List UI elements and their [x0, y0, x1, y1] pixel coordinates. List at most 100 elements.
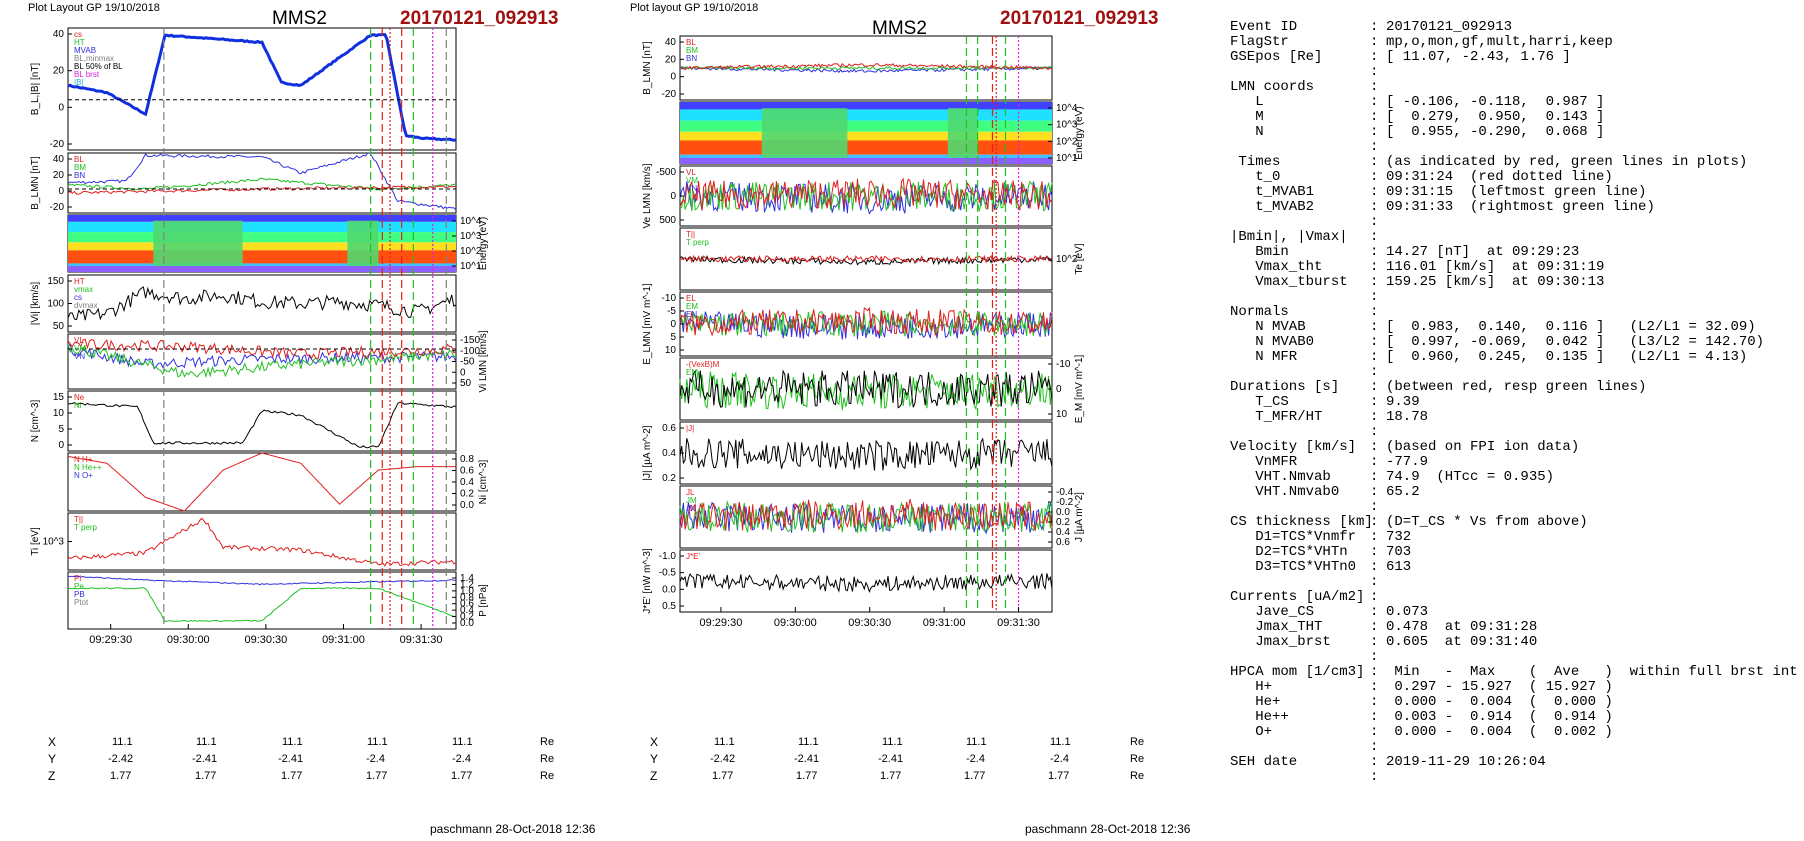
legend-entry: MVAB — [74, 46, 96, 55]
legend-entry: VL — [74, 336, 84, 345]
info-row: N MVAB: [ 0.983, 0.140, 0.116 ] (L2/L1 = … — [1230, 320, 1798, 335]
y-tick-label: 0.8 — [460, 454, 474, 465]
y-tick-label: -10 — [1056, 359, 1071, 370]
info-key — [1230, 740, 1370, 755]
info-row: N: [ 0.955, -0.290, 0.068 ] — [1230, 125, 1798, 140]
spectrogram-region — [761, 108, 848, 158]
y-tick-label: 0.6 — [460, 599, 474, 610]
coord-cell: 1.77 — [712, 770, 734, 782]
coord-cell: 1.77 — [451, 770, 473, 782]
info-key: D3=TCS*VHTn0 — [1230, 559, 1357, 575]
info-row: : — [1230, 365, 1798, 380]
y-tick-label: 1.0 — [460, 586, 474, 597]
info-value: -77.9 — [1386, 454, 1429, 470]
coord-unit: Re — [1130, 770, 1145, 782]
info-row: SEH date:2019-11-29 10:26:04 — [1230, 755, 1798, 770]
coord-cell: -2.42 — [710, 753, 736, 765]
spectrogram-region — [347, 220, 379, 267]
info-key: Jave_CS — [1230, 604, 1315, 620]
info-key: O+ — [1230, 724, 1273, 740]
y-axis-label: E_LMN [mV m^-1] — [642, 283, 653, 365]
y-tick-label: -10 — [662, 293, 677, 304]
y-tick-label: -500 — [656, 167, 676, 178]
y-tick-label: 10 — [1056, 409, 1068, 420]
left-coord-table: X Y Z 11.1 11.1 11.1 11.1 11.1 -2.42 -2.… — [0, 735, 600, 805]
coord-cell: 1.77 — [880, 770, 902, 782]
info-key — [1230, 215, 1370, 230]
legend-entry: BL brst — [74, 70, 100, 79]
info-row: D2=TCS*VHTn:703 — [1230, 545, 1798, 560]
info-row: Jmax_THT:0.478 at 09:31:28 — [1230, 620, 1798, 635]
info-row: CS thickness [km]: (D=T_CS * Vs from abov… — [1230, 515, 1798, 530]
info-key: |Bmin|, |Vmax| — [1230, 229, 1348, 245]
info-value: [ -0.106, -0.118, 0.987 ] — [1386, 94, 1605, 110]
info-key: Jmax_brst — [1230, 634, 1331, 650]
info-separator: : — [1370, 214, 1379, 230]
info-key — [1230, 575, 1370, 590]
y-tick-label: 0 — [1056, 384, 1062, 395]
spectrogram-region — [153, 220, 243, 267]
series-line — [679, 255, 1053, 266]
info-separator: : — [1370, 664, 1379, 680]
info-row: Durations [s]: (between red, resp green l… — [1230, 380, 1798, 395]
legend-entry: EN — [686, 310, 697, 319]
info-separator: : — [1370, 184, 1379, 200]
coord-cell: 1.77 — [964, 770, 986, 782]
y-axis-label: Vi LMN [km/s] — [478, 330, 489, 392]
info-row: Currents [uA/m2]: — [1230, 590, 1798, 605]
y-tick-label: -20 — [50, 139, 65, 150]
legend-entry: cs — [74, 30, 82, 39]
spectrogram-band — [680, 158, 1052, 164]
info-value: 20170121_092913 — [1386, 19, 1513, 35]
info-value: 2019-11-29 10:26:04 — [1386, 754, 1546, 770]
coord-cell: -2.41 — [794, 753, 820, 765]
info-value: 65.2 — [1386, 484, 1420, 500]
info-key — [1230, 770, 1370, 785]
series-line — [679, 437, 1053, 471]
info-row: He+: 0.000 - 0.004 ( 0.000 ) — [1230, 695, 1798, 710]
info-separator: : — [1370, 469, 1379, 485]
info-separator: : — [1370, 289, 1379, 305]
coord-cell: 11.1 — [452, 736, 473, 748]
info-row: |Bmin|, |Vmax|: — [1230, 230, 1798, 245]
subplot-8: 0.00.20.40.60.81.01.21.4 P [nPa] PiPePBPto… — [67, 571, 489, 630]
info-value: 09:31:24 (red dotted line) — [1386, 169, 1613, 185]
info-separator: : — [1370, 229, 1379, 245]
coord-cell: -2.4 — [1050, 753, 1069, 765]
info-key: VHT.Nmvab — [1230, 469, 1331, 485]
y-axis-label: Te [eV] — [1074, 243, 1085, 274]
y-tick-label: 10^3 — [43, 537, 65, 548]
y-tick-label: 0 — [670, 72, 676, 83]
y-tick-label: -150 — [460, 335, 480, 346]
info-separator: : — [1370, 169, 1379, 185]
info-separator: : — [1370, 424, 1379, 440]
legend-entry: HT — [74, 277, 85, 286]
info-separator: : — [1370, 619, 1379, 635]
y-axis-label: |J| [µA m^-2] — [642, 425, 653, 480]
info-separator: : — [1370, 109, 1379, 125]
info-row: : — [1230, 140, 1798, 155]
info-key: t_0 — [1230, 169, 1281, 185]
spectrogram-band — [68, 250, 456, 264]
info-separator: : — [1370, 19, 1379, 35]
info-value: mp,o,mon,gf,mult,harri,keep — [1386, 34, 1613, 50]
info-separator: : — [1370, 259, 1379, 275]
info-row: t_MVAB1:09:31:15 (leftmost green line) — [1230, 185, 1798, 200]
subplot-frame — [67, 152, 457, 214]
info-key: Times — [1230, 154, 1281, 170]
info-key: Durations [s] — [1230, 379, 1340, 395]
y-tick-label: 0.2 — [1056, 517, 1070, 528]
y-tick-label: 0.2 — [662, 473, 676, 484]
right-spacecraft-title: MMS2 — [872, 18, 927, 39]
info-separator: : — [1370, 79, 1379, 95]
info-value: 703 — [1386, 544, 1412, 560]
info-key — [1230, 365, 1370, 380]
info-key: Vmax_tburst — [1230, 274, 1348, 290]
coord-cell: 11.1 — [798, 736, 819, 748]
series-line — [67, 338, 457, 360]
coord-unit: Re — [540, 736, 555, 748]
y-tick-label: 1.2 — [460, 579, 474, 590]
info-value: [ 0.960, 0.245, 0.135 ] (L2/L1 = 4.13) — [1386, 349, 1748, 365]
